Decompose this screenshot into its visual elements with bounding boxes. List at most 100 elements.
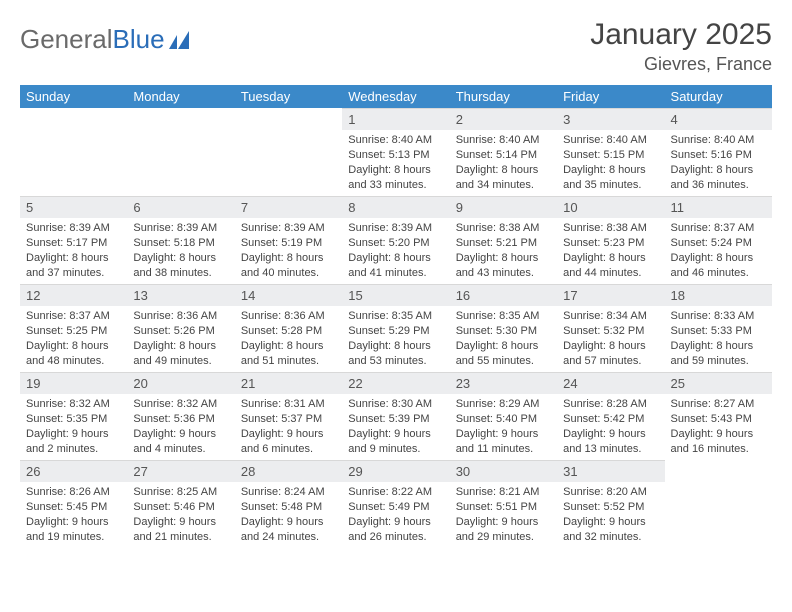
day-line: and 51 minutes. — [241, 354, 336, 369]
day-line: Daylight: 9 hours — [563, 427, 658, 442]
day-line: Daylight: 8 hours — [563, 339, 658, 354]
day-body: Sunrise: 8:38 AMSunset: 5:23 PMDaylight:… — [557, 218, 664, 282]
calendar-cell: 28Sunrise: 8:24 AMSunset: 5:48 PMDayligh… — [235, 460, 342, 548]
calendar-cell — [20, 108, 127, 196]
day-body: Sunrise: 8:36 AMSunset: 5:28 PMDaylight:… — [235, 306, 342, 370]
calendar-cell: 1Sunrise: 8:40 AMSunset: 5:13 PMDaylight… — [342, 108, 449, 196]
day-number: 4 — [665, 108, 772, 130]
weekday-header: Friday — [557, 85, 664, 108]
day-line: and 9 minutes. — [348, 442, 443, 457]
day-number: 22 — [342, 372, 449, 394]
calendar-cell: 6Sunrise: 8:39 AMSunset: 5:18 PMDaylight… — [127, 196, 234, 284]
day-body: Sunrise: 8:34 AMSunset: 5:32 PMDaylight:… — [557, 306, 664, 370]
calendar-cell: 14Sunrise: 8:36 AMSunset: 5:28 PMDayligh… — [235, 284, 342, 372]
day-line: and 35 minutes. — [563, 178, 658, 193]
day-body: Sunrise: 8:39 AMSunset: 5:20 PMDaylight:… — [342, 218, 449, 282]
day-line: Sunset: 5:36 PM — [133, 412, 228, 427]
day-line: and 2 minutes. — [26, 442, 121, 457]
day-line: Daylight: 8 hours — [241, 339, 336, 354]
day-number: 10 — [557, 196, 664, 218]
day-line: Sunset: 5:26 PM — [133, 324, 228, 339]
day-number: 18 — [665, 284, 772, 306]
day-line: Sunset: 5:29 PM — [348, 324, 443, 339]
day-line: Daylight: 8 hours — [563, 251, 658, 266]
day-line: Sunset: 5:25 PM — [26, 324, 121, 339]
day-line: Sunrise: 8:39 AM — [348, 221, 443, 236]
day-number: 1 — [342, 108, 449, 130]
day-line: Sunset: 5:21 PM — [456, 236, 551, 251]
day-line: Sunrise: 8:30 AM — [348, 397, 443, 412]
weekday-header: Tuesday — [235, 85, 342, 108]
day-line: and 11 minutes. — [456, 442, 551, 457]
day-line: Sunrise: 8:22 AM — [348, 485, 443, 500]
weekday-header: Sunday — [20, 85, 127, 108]
day-body: Sunrise: 8:39 AMSunset: 5:18 PMDaylight:… — [127, 218, 234, 282]
day-line: Daylight: 8 hours — [671, 251, 766, 266]
calendar-cell: 29Sunrise: 8:22 AMSunset: 5:49 PMDayligh… — [342, 460, 449, 548]
day-line: and 43 minutes. — [456, 266, 551, 281]
day-number: 27 — [127, 460, 234, 482]
day-line: Sunrise: 8:40 AM — [671, 133, 766, 148]
day-number: 12 — [20, 284, 127, 306]
day-number: 31 — [557, 460, 664, 482]
day-line: Daylight: 9 hours — [348, 515, 443, 530]
calendar-cell: 2Sunrise: 8:40 AMSunset: 5:14 PMDaylight… — [450, 108, 557, 196]
day-line: and 53 minutes. — [348, 354, 443, 369]
brand-logo: GeneralBlue — [20, 18, 191, 55]
day-line: and 29 minutes. — [456, 530, 551, 545]
day-body: Sunrise: 8:32 AMSunset: 5:35 PMDaylight:… — [20, 394, 127, 458]
day-body: Sunrise: 8:27 AMSunset: 5:43 PMDaylight:… — [665, 394, 772, 458]
calendar-cell: 23Sunrise: 8:29 AMSunset: 5:40 PMDayligh… — [450, 372, 557, 460]
day-line: Sunrise: 8:26 AM — [26, 485, 121, 500]
calendar-cell: 24Sunrise: 8:28 AMSunset: 5:42 PMDayligh… — [557, 372, 664, 460]
day-line: Daylight: 8 hours — [241, 251, 336, 266]
month-title: January 2025 — [590, 18, 772, 52]
calendar-cell: 5Sunrise: 8:39 AMSunset: 5:17 PMDaylight… — [20, 196, 127, 284]
day-line: Sunset: 5:46 PM — [133, 500, 228, 515]
day-line: Daylight: 8 hours — [671, 339, 766, 354]
day-body: Sunrise: 8:37 AMSunset: 5:24 PMDaylight:… — [665, 218, 772, 282]
flag-icon — [169, 31, 191, 49]
day-line: Sunset: 5:52 PM — [563, 500, 658, 515]
day-line: Sunrise: 8:28 AM — [563, 397, 658, 412]
day-line: Daylight: 9 hours — [671, 427, 766, 442]
weekday-header: Monday — [127, 85, 234, 108]
day-number: 6 — [127, 196, 234, 218]
day-line: Sunrise: 8:32 AM — [26, 397, 121, 412]
day-body — [127, 114, 234, 119]
calendar-cell — [665, 460, 772, 548]
calendar-cell — [127, 108, 234, 196]
day-body: Sunrise: 8:25 AMSunset: 5:46 PMDaylight:… — [127, 482, 234, 546]
day-body: Sunrise: 8:39 AMSunset: 5:19 PMDaylight:… — [235, 218, 342, 282]
day-line: Sunrise: 8:35 AM — [456, 309, 551, 324]
weekday-header: Wednesday — [342, 85, 449, 108]
day-line: Daylight: 8 hours — [26, 251, 121, 266]
day-line: Sunset: 5:45 PM — [26, 500, 121, 515]
day-line: and 59 minutes. — [671, 354, 766, 369]
day-line: Sunset: 5:35 PM — [26, 412, 121, 427]
day-line: and 44 minutes. — [563, 266, 658, 281]
day-line: Daylight: 9 hours — [26, 427, 121, 442]
day-body: Sunrise: 8:31 AMSunset: 5:37 PMDaylight:… — [235, 394, 342, 458]
day-line: and 19 minutes. — [26, 530, 121, 545]
day-line: Sunset: 5:49 PM — [348, 500, 443, 515]
calendar-cell: 22Sunrise: 8:30 AMSunset: 5:39 PMDayligh… — [342, 372, 449, 460]
day-line: Sunrise: 8:38 AM — [456, 221, 551, 236]
day-number: 9 — [450, 196, 557, 218]
day-line: Daylight: 8 hours — [133, 251, 228, 266]
day-line: Sunrise: 8:37 AM — [671, 221, 766, 236]
day-line: Daylight: 8 hours — [456, 339, 551, 354]
day-number: 30 — [450, 460, 557, 482]
day-line: Sunrise: 8:39 AM — [133, 221, 228, 236]
calendar-cell: 12Sunrise: 8:37 AMSunset: 5:25 PMDayligh… — [20, 284, 127, 372]
day-body: Sunrise: 8:29 AMSunset: 5:40 PMDaylight:… — [450, 394, 557, 458]
day-line: and 21 minutes. — [133, 530, 228, 545]
day-body: Sunrise: 8:40 AMSunset: 5:13 PMDaylight:… — [342, 130, 449, 194]
day-body: Sunrise: 8:39 AMSunset: 5:17 PMDaylight:… — [20, 218, 127, 282]
day-line: Daylight: 8 hours — [671, 163, 766, 178]
day-line: Sunrise: 8:35 AM — [348, 309, 443, 324]
day-line: Sunrise: 8:34 AM — [563, 309, 658, 324]
day-line: Sunset: 5:42 PM — [563, 412, 658, 427]
day-number: 3 — [557, 108, 664, 130]
day-number: 19 — [20, 372, 127, 394]
